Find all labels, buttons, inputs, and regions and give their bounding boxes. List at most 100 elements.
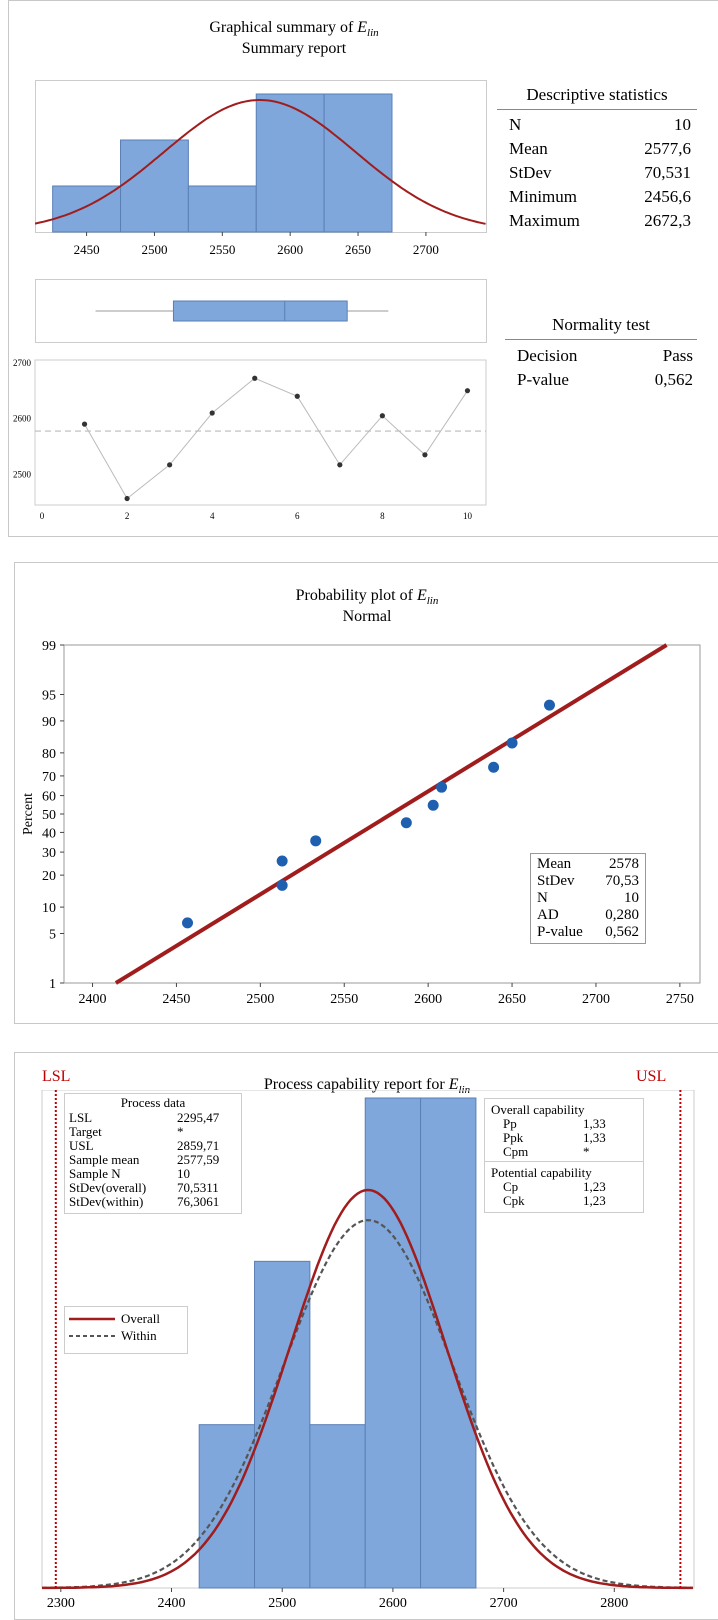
usl-label: USL bbox=[636, 1068, 667, 1085]
data-point bbox=[427, 799, 439, 811]
y-tick-label: 2500 bbox=[13, 469, 32, 479]
x-tick-label: 2650 bbox=[498, 992, 526, 1007]
desc-stat-label: Mean bbox=[509, 139, 548, 158]
desc-stat-row: N 10 bbox=[509, 113, 691, 137]
y-tick-label: 1 bbox=[49, 977, 56, 992]
desc-stats-table: N 10 Mean 2577,6 StDev 70,531 Minimum 2456,6 Max… bbox=[497, 110, 697, 233]
desc-stat-value: 70,531 bbox=[644, 163, 691, 182]
summary-title-var: E bbox=[357, 19, 368, 36]
prob-legend-value: 70,53 bbox=[605, 873, 639, 889]
run-point bbox=[81, 421, 88, 427]
data-point bbox=[436, 781, 448, 793]
overall-cap-row: Ppk 1,33 bbox=[503, 1131, 639, 1145]
desc-stat-value: 2456,6 bbox=[644, 187, 691, 206]
y-tick-label: 80 bbox=[42, 747, 56, 762]
lsl-label: LSL bbox=[42, 1068, 71, 1085]
probability-panel: Probability plot of Elin Normal bbox=[14, 562, 718, 1024]
process-data-value: 70,5311 bbox=[177, 1180, 219, 1195]
potential-capability-table: Cp 1,23 Cpk 1,23 bbox=[491, 1180, 639, 1208]
desc-stat-value: 10 bbox=[674, 115, 691, 134]
process-data-label: LSL bbox=[69, 1110, 93, 1125]
x-tick-label: 0 bbox=[40, 511, 45, 521]
histogram-bar bbox=[323, 93, 393, 233]
y-tick-label: 2700 bbox=[13, 358, 32, 368]
descriptive-statistics: Descriptive statistics N 10 Mean 2577,6 StDe… bbox=[497, 81, 697, 233]
prob-legend-value: 0,280 bbox=[605, 907, 639, 923]
summary-title: Graphical summary of Elin bbox=[0, 18, 589, 43]
run-point bbox=[167, 462, 173, 468]
x-tick-label: 2800 bbox=[600, 1596, 628, 1611]
overall-cap-label: Ppk bbox=[503, 1130, 524, 1145]
data-point bbox=[543, 699, 555, 711]
prob-legend-value: 10 bbox=[624, 890, 639, 906]
prob-legend-label: Mean bbox=[537, 856, 572, 872]
process-data-label: Sample mean bbox=[69, 1152, 140, 1167]
x-tick-label: 2600 bbox=[414, 992, 442, 1007]
summary-run-chart: 0 2 4 6 8 10 2500 2600 2700 bbox=[13, 358, 487, 521]
desc-stat-row: Mean 2577,6 bbox=[509, 137, 691, 161]
overall-curve bbox=[42, 1188, 693, 1590]
x-tick-label: 2500 bbox=[268, 1596, 296, 1611]
y-tick-label: 10 bbox=[42, 901, 56, 916]
process-data-table: LSL 2295,47 Target * USL 2859,71 Sample mean 25… bbox=[69, 1111, 237, 1209]
norm-stat-label: Decision bbox=[517, 346, 578, 365]
process-data-row: USL 2859,71 bbox=[69, 1139, 237, 1153]
norm-stat-row: Decision Pass bbox=[517, 344, 693, 368]
desc-stat-label: Minimum bbox=[509, 187, 578, 206]
plot-frame bbox=[34, 359, 487, 506]
process-data-label: StDev(overall) bbox=[69, 1180, 147, 1195]
run-point bbox=[379, 413, 385, 419]
overall-cap-label: Cpm bbox=[503, 1144, 529, 1159]
y-tick-label: 50 bbox=[42, 808, 56, 823]
process-data-row: StDev(within) 76,3061 bbox=[69, 1195, 237, 1209]
summary-boxplot bbox=[35, 279, 487, 343]
desc-stats-title: Descriptive statistics bbox=[497, 81, 697, 110]
prob-legend-label: P-value bbox=[537, 924, 583, 940]
x-tick-label: 2600 bbox=[277, 242, 303, 257]
normality-title: Normality test bbox=[505, 311, 697, 340]
capability-title-prefix: Process capability report for bbox=[263, 1076, 449, 1093]
potential-cap-value: 1,23 bbox=[583, 1193, 606, 1208]
norm-stat-row: P-value 0,562 bbox=[517, 368, 693, 392]
process-data-value: 2859,71 bbox=[177, 1138, 220, 1153]
overall-cap-value: 1,33 bbox=[583, 1130, 606, 1145]
prob-legend-row: P-value 0,562 bbox=[537, 924, 639, 941]
x-tick-label: 2500 bbox=[246, 992, 274, 1007]
data-point bbox=[400, 817, 412, 829]
overall-cap-value: * bbox=[583, 1144, 590, 1159]
process-data-value: 76,3061 bbox=[177, 1194, 220, 1209]
run-point bbox=[252, 375, 258, 381]
x-tick-label: 10 bbox=[463, 511, 473, 521]
x-tick-label: 8 bbox=[380, 511, 385, 521]
capability-histogram: 2300 2400 2500 2600 2700 2800 bbox=[41, 1090, 695, 1611]
x-tick-label: 2700 bbox=[413, 242, 439, 257]
overall-cap-value: 1,33 bbox=[583, 1116, 606, 1131]
overall-cap-row: Cpm * bbox=[503, 1145, 639, 1159]
summary-title-sub: lin bbox=[367, 27, 379, 40]
desc-stat-label: StDev bbox=[509, 163, 552, 182]
prob-legend-label: StDev bbox=[537, 873, 575, 889]
y-tick-label: 90 bbox=[42, 715, 56, 730]
process-data-value: 2295,47 bbox=[177, 1110, 220, 1125]
data-point bbox=[488, 761, 500, 773]
x-tick-label: 2400 bbox=[158, 1596, 186, 1611]
process-data-value: 2577,59 bbox=[177, 1152, 220, 1167]
summary-subtitle: Summary report bbox=[241, 40, 347, 57]
x-tick-label: 2650 bbox=[345, 242, 371, 257]
run-point bbox=[464, 388, 471, 394]
x-tick-label: 2400 bbox=[79, 992, 107, 1007]
prob-legend-row: AD 0,280 bbox=[537, 907, 639, 924]
prob-legend-value: 0,562 bbox=[605, 924, 639, 940]
run-line bbox=[84, 377, 468, 500]
process-data-row: Sample N 10 bbox=[69, 1167, 237, 1181]
y-tick-label: 20 bbox=[42, 869, 56, 884]
probability-title-var: E bbox=[416, 587, 427, 604]
process-data-title: Process data bbox=[120, 1095, 186, 1110]
legend-overall-label: Overall bbox=[121, 1311, 160, 1326]
potential-capability: Potential capability Cp 1,23 Cpk 1,23 bbox=[485, 1162, 643, 1212]
norm-stat-value: Pass bbox=[662, 346, 693, 365]
run-point bbox=[209, 410, 215, 416]
probability-plot: 2400 2450 2500 2550 2600 2650 2700 2750 1 5 10 20 30… bbox=[21, 639, 701, 1007]
histogram-bar bbox=[120, 139, 189, 233]
prob-legend-value: 2578 bbox=[609, 856, 639, 872]
